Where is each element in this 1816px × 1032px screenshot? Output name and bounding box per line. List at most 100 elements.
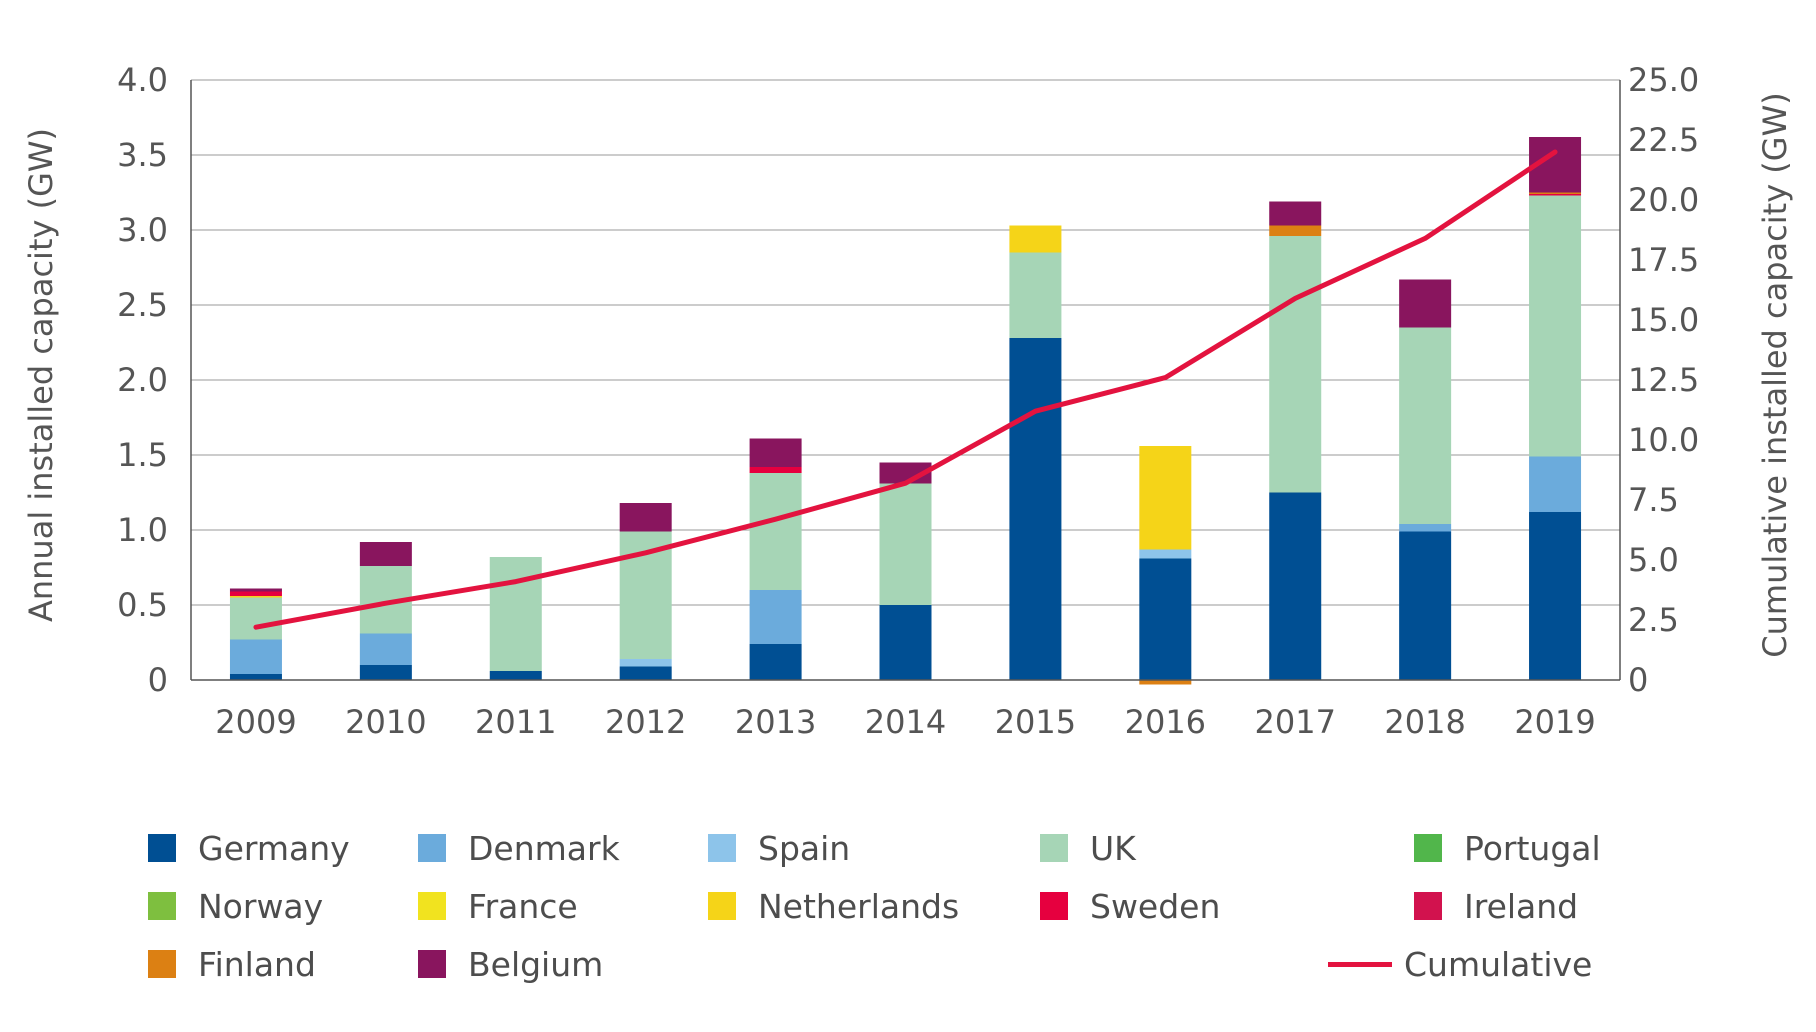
- bar-segment-denmark: [749, 590, 802, 644]
- legend-swatch: [1040, 892, 1068, 920]
- legend-swatch: [708, 834, 736, 862]
- y-right-tick-label: 20.0: [1628, 181, 1699, 219]
- x-tick-label: 2019: [1514, 703, 1595, 741]
- legend-item-cumulative: Cumulative: [1328, 944, 1592, 984]
- y-left-tick-label: 0: [148, 661, 168, 699]
- bar-segment-spain: [619, 659, 672, 667]
- bar-segment-netherlands: [229, 596, 282, 598]
- x-tick-label: 2015: [995, 703, 1076, 741]
- legend-item-germany: Germany: [148, 828, 350, 868]
- y-axis-left-title: Annual installed capacity (GW): [22, 128, 60, 622]
- legend-item-france: France: [418, 886, 578, 926]
- legend-item-belgium: Belgium: [418, 944, 603, 984]
- legend-label: Denmark: [468, 828, 620, 868]
- legend-swatch: [1040, 834, 1068, 862]
- legend-label: Germany: [198, 828, 350, 868]
- legend-item-ireland: Ireland: [1414, 886, 1578, 926]
- bar-segment-germany: [619, 666, 672, 680]
- cumulative-line: [253, 149, 1558, 630]
- legend-item-finland: Finland: [148, 944, 316, 984]
- legend-item-sweden: Sweden: [1040, 886, 1220, 926]
- legend-swatch: [418, 892, 446, 920]
- legend-swatch: [148, 834, 176, 862]
- x-tick-label: 2014: [865, 703, 946, 741]
- bar-segment-belgium: [749, 438, 802, 467]
- bar-segment-finland: [1269, 225, 1322, 236]
- bar-segment-finland: [1529, 192, 1582, 194]
- legend-item-denmark: Denmark: [418, 828, 620, 868]
- legend-item-spain: Spain: [708, 828, 850, 868]
- bar-segment-germany: [489, 671, 542, 680]
- y-right-tick-label: 17.5: [1628, 241, 1699, 279]
- y-right-tick-label: 7.5: [1628, 481, 1679, 519]
- x-tick-label: 2017: [1255, 703, 1336, 741]
- bar-segment-denmark: [1399, 524, 1452, 532]
- legend-item-netherlands: Netherlands: [708, 886, 959, 926]
- bar-segment-uk: [1269, 236, 1322, 493]
- stacked-bars: [229, 137, 1582, 685]
- gridlines: [191, 79, 1620, 606]
- x-tick-label: 2013: [735, 703, 816, 741]
- bar-segment-uk: [1009, 252, 1062, 338]
- x-tick-label: 2016: [1125, 703, 1206, 741]
- legend-swatch: [1328, 961, 1392, 967]
- bar-segment-belgium: [1269, 201, 1322, 226]
- x-tick-label: 2012: [605, 703, 686, 741]
- x-tick-label: 2011: [475, 703, 556, 741]
- y-right-tick-label: 0: [1628, 661, 1648, 699]
- legend-label: Finland: [198, 944, 316, 984]
- legend-label: Ireland: [1464, 886, 1579, 926]
- y-left-tick-label: 2.5: [117, 286, 168, 324]
- y-left-tick-label: 3.5: [117, 136, 168, 174]
- x-tick-label: 2018: [1384, 703, 1465, 741]
- bar-segment-denmark: [1529, 456, 1582, 512]
- y-left-tick-label: 2.0: [117, 361, 168, 399]
- legend-item-uk: UK: [1040, 828, 1136, 868]
- y-right-tick-label: 2.5: [1628, 601, 1679, 639]
- legend-label: Netherlands: [758, 886, 960, 926]
- y-right-tick-label: 22.5: [1628, 121, 1699, 159]
- legend-label: Cumulative: [1404, 944, 1593, 984]
- y-right-tick-label: 12.5: [1628, 361, 1699, 399]
- bar-segment-belgium: [619, 503, 672, 532]
- legend-swatch: [418, 950, 446, 978]
- legend-label: Norway: [198, 886, 324, 926]
- legend-swatch: [708, 892, 736, 920]
- y-right-tick-label: 10.0: [1628, 421, 1699, 459]
- bar-segment-germany: [749, 644, 802, 680]
- bar-segment-uk: [1399, 327, 1452, 524]
- y-left-tick-label: 1.0: [117, 511, 168, 549]
- offshore-wind-capacity-chart: 0 0.5 1.0 1.5 2.0 2.5 3.0 3.5 4.0 0 2.5 5.0 7.5 10.0 1…: [22, 61, 1794, 741]
- legend-swatch: [1414, 892, 1442, 920]
- bar-segment-uk: [489, 557, 542, 671]
- bar-segment-germany: [229, 674, 282, 680]
- cumulative-line-layer: [253, 149, 1558, 630]
- bar-segment-germany: [879, 605, 932, 680]
- legend-swatch: [1414, 834, 1442, 862]
- legend-label: UK: [1090, 828, 1136, 868]
- legend-swatch: [148, 950, 176, 978]
- bar-segment-sweden: [229, 591, 282, 596]
- y-right-tick-label: 15.0: [1628, 301, 1699, 339]
- bar-segment-uk: [229, 597, 282, 640]
- y-left-tick-label: 1.5: [117, 436, 168, 474]
- bar-segment-sweden: [1529, 194, 1582, 196]
- bar-segment-belgium: [229, 588, 282, 592]
- bar-segment-germany: [1269, 492, 1322, 680]
- y-left-tick-label: 3.0: [117, 211, 168, 249]
- bar-segment-netherlands: [1009, 225, 1062, 253]
- x-tick-label: 2009: [215, 703, 296, 741]
- chart-legend: Germany Denmark Spain UK Portugal Norway Franc…: [148, 828, 1708, 1018]
- legend-label: France: [468, 886, 578, 926]
- legend-item-portugal: Portugal: [1414, 828, 1601, 868]
- bar-segment-uk: [749, 473, 802, 590]
- bar-segment-germany: [1139, 558, 1192, 680]
- bar-segment-spain: [1139, 549, 1192, 559]
- legend-label: Belgium: [468, 944, 604, 984]
- bar-segment-belgium: [359, 542, 412, 566]
- x-tick-label: 2010: [345, 703, 426, 741]
- y-left-tick-label: 0.5: [117, 586, 168, 624]
- legend-swatch: [148, 892, 176, 920]
- bar-segment-belgium: [1399, 279, 1452, 328]
- bar-segment-finland: [1139, 680, 1192, 685]
